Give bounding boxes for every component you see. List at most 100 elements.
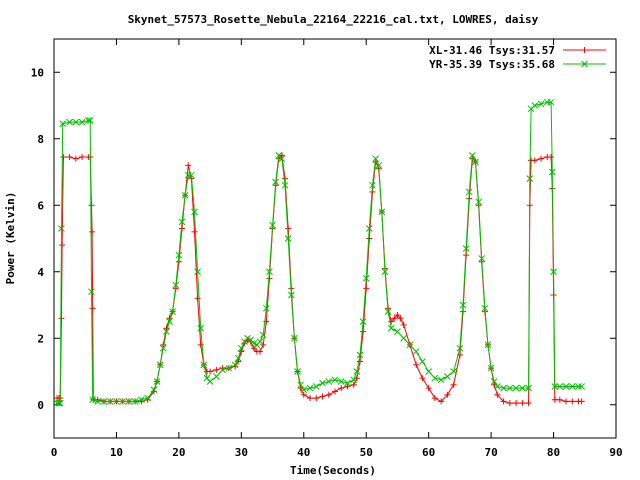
data-point [478,255,486,262]
data-point [150,386,158,394]
data-point [378,208,386,216]
data-point [465,188,473,196]
data-point [287,291,295,299]
data-point [184,171,192,179]
legend-label-xl: XL-31.46 Tsys:31.57 [429,44,555,57]
series-0 [54,152,585,407]
data-point [419,358,426,365]
data-point [575,383,582,390]
data-point [365,225,373,232]
data-point [490,378,498,385]
x-axis-label: Time(Seconds) [290,464,376,477]
data-point [548,168,556,176]
data-point [206,378,214,385]
data-point [487,364,495,372]
data-point [175,251,183,259]
data-point [551,383,559,390]
data-point [481,304,489,312]
x-tick-label: 60 [422,446,435,459]
data-point [56,399,64,407]
data-point [284,235,292,242]
data-point [72,118,80,126]
y-tick-label: 0 [37,399,44,412]
series-1 [53,98,586,407]
x-tick-label: 30 [235,446,248,459]
data-point [191,208,198,216]
x-tick-label: 40 [297,446,310,459]
data-point [512,384,520,392]
data-point [412,348,420,355]
data-point [331,376,339,384]
data-point [272,178,280,186]
data-point [406,341,414,349]
data-point [163,328,170,335]
data-point [556,383,564,390]
data-point [494,383,501,390]
data-point [59,120,67,128]
data-point [372,155,379,163]
data-point [387,324,395,332]
data-point [262,304,270,312]
data-point [113,398,120,405]
data-point [219,366,226,374]
data-point [169,308,176,316]
data-point [425,368,433,375]
data-point [531,102,539,109]
y-tick-label: 10 [31,66,44,79]
data-point [369,181,376,189]
data-point [362,275,370,282]
data-point [306,384,314,392]
data-point [125,398,133,405]
data-point [172,281,180,289]
data-point [156,361,164,369]
data-point [84,117,92,124]
data-point [278,155,286,163]
data-point [319,379,326,387]
data-point [194,268,201,276]
data-point [225,364,233,372]
data-point [106,398,114,405]
data-point [259,331,267,339]
plot-area-border [53,38,617,439]
data-point [312,383,320,390]
data-point [550,268,557,276]
y-tick-label: 4 [37,266,44,279]
data-point [100,398,108,405]
data-point [166,318,173,325]
data-point [444,373,451,380]
data-point [275,152,283,159]
legend-label-yr: YR-35.39 Tsys:35.68 [429,58,555,71]
x-tick-label: 70 [484,446,497,459]
data-point [78,118,86,126]
data-point [89,396,97,404]
data-point [119,398,127,405]
data-point [269,221,276,229]
x-tick-label: 20 [172,446,185,459]
data-point [144,394,152,402]
data-point [197,324,205,332]
data-point [537,100,545,108]
data-point [300,386,308,394]
data-point [581,60,588,68]
data-point [244,334,251,342]
data-point [55,399,63,407]
data-point [506,384,514,392]
data-point [359,318,367,325]
data-point [381,268,389,276]
x-tick-label: 10 [110,446,123,459]
data-point [400,334,408,342]
data-point [250,339,258,347]
x-tick-label: 50 [360,446,373,459]
data-point [178,218,186,226]
x-tick-label: 0 [51,446,58,459]
data-point [344,379,351,387]
data-point [568,383,576,390]
data-point [86,117,94,124]
data-point [356,351,364,359]
data-point [138,396,145,404]
data-point [159,344,167,352]
data-point [203,374,211,382]
data-point [562,383,570,390]
data-point [66,118,73,126]
y-axis-ticks: 0 2 4 6 8 10 [31,66,616,412]
